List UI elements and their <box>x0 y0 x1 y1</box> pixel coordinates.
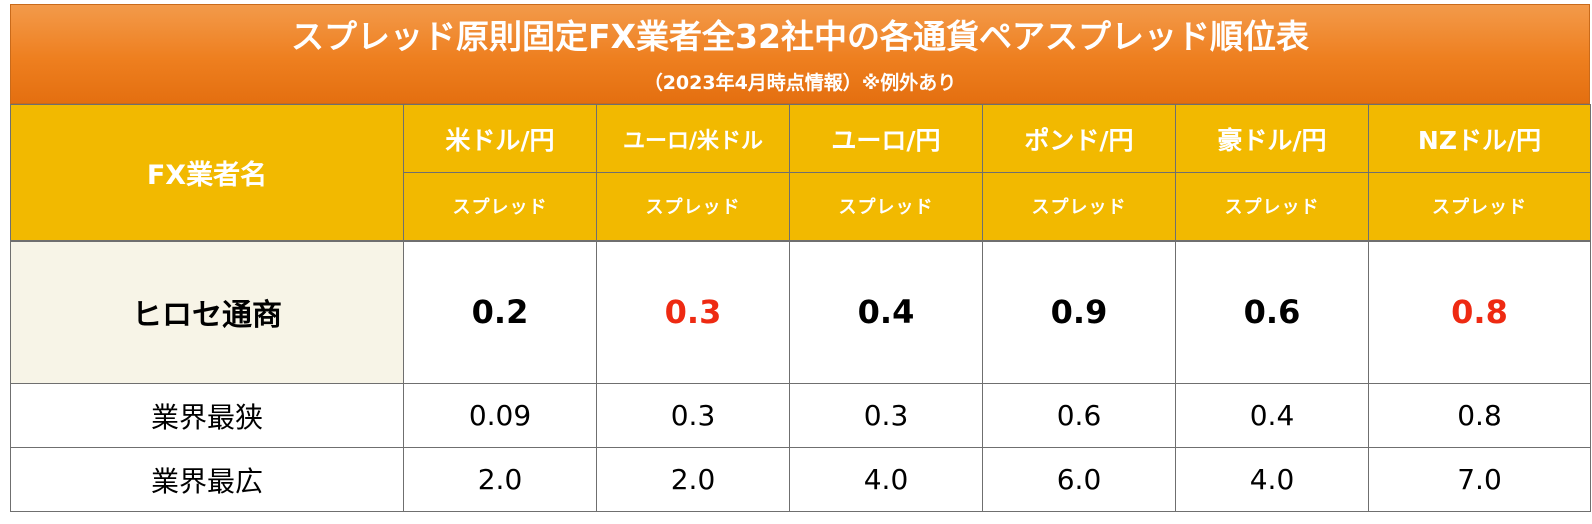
spread-value-cell: 0.3 <box>596 383 790 448</box>
spread-subheader: スプレッド <box>403 172 597 241</box>
spread-ranking-table-container: スプレッド原則固定FX業者全32社中の各通貨ペアスプレッド順位表 （2023年4… <box>10 4 1591 520</box>
pair-header-usdjpy: 米ドル/円 <box>403 104 597 173</box>
spread-value-cell: 4.0 <box>1175 447 1369 512</box>
spread-value-cell: 0.3 <box>789 383 983 448</box>
pair-header-nzdjpy: NZドル/円 <box>1368 104 1591 173</box>
spread-subheader: スプレッド <box>982 172 1176 241</box>
spread-value-cell: 0.6 <box>1175 239 1369 384</box>
pair-header-audjpy: 豪ドル/円 <box>1175 104 1369 173</box>
table-row: 業界最狭 0.09 0.3 0.3 0.6 0.4 0.8 <box>10 383 1591 448</box>
table-title-banner: スプレッド原則固定FX業者全32社中の各通貨ペアスプレッド順位表 （2023年4… <box>10 4 1590 104</box>
row-label-cell: 業界最狭 <box>10 383 404 448</box>
pair-header-eurjpy: ユーロ/円 <box>789 104 983 173</box>
spread-subheader: スプレッド <box>1368 172 1591 241</box>
spread-value-cell: 0.09 <box>403 383 597 448</box>
spread-subheader: スプレッド <box>789 172 983 241</box>
spread-value-cell: 4.0 <box>789 447 983 512</box>
spread-value-cell: 2.0 <box>403 447 597 512</box>
broker-name-cell: ヒロセ通商 <box>10 239 404 384</box>
spread-value-cell: 2.0 <box>596 447 790 512</box>
spread-subheader: スプレッド <box>1175 172 1369 241</box>
table-subtitle: （2023年4月時点情報）※例外あり <box>643 72 957 94</box>
spread-table: FX業者名 米ドル/円 ユーロ/米ドル ユーロ/円 ポンド/円 豪ドル/円 NZ… <box>10 104 1591 512</box>
broker-name-header: FX業者名 <box>10 104 404 241</box>
spread-value-cell: 0.9 <box>982 239 1176 384</box>
spread-value-cell: 0.4 <box>789 239 983 384</box>
spread-value-cell: 0.8 <box>1368 383 1591 448</box>
table-row: 業界最広 2.0 2.0 4.0 6.0 4.0 7.0 <box>10 447 1591 512</box>
pair-header-eurusd: ユーロ/米ドル <box>596 104 790 173</box>
table-title: スプレッド原則固定FX業者全32社中の各通貨ペアスプレッド順位表 <box>291 17 1309 56</box>
table-row: ヒロセ通商 0.2 0.3 0.4 0.9 0.6 0.8 <box>10 239 1591 384</box>
spread-value-cell-highlight: 0.8 <box>1368 239 1591 384</box>
spread-subheader: スプレッド <box>596 172 790 241</box>
spread-value-cell: 0.6 <box>982 383 1176 448</box>
pair-header-gbpjpy: ポンド/円 <box>982 104 1176 173</box>
spread-value-cell: 7.0 <box>1368 447 1591 512</box>
spread-value-cell: 6.0 <box>982 447 1176 512</box>
row-label-cell: 業界最広 <box>10 447 404 512</box>
spread-value-cell: 0.4 <box>1175 383 1369 448</box>
spread-value-cell: 0.2 <box>403 239 597 384</box>
spread-value-cell-highlight: 0.3 <box>596 239 790 384</box>
